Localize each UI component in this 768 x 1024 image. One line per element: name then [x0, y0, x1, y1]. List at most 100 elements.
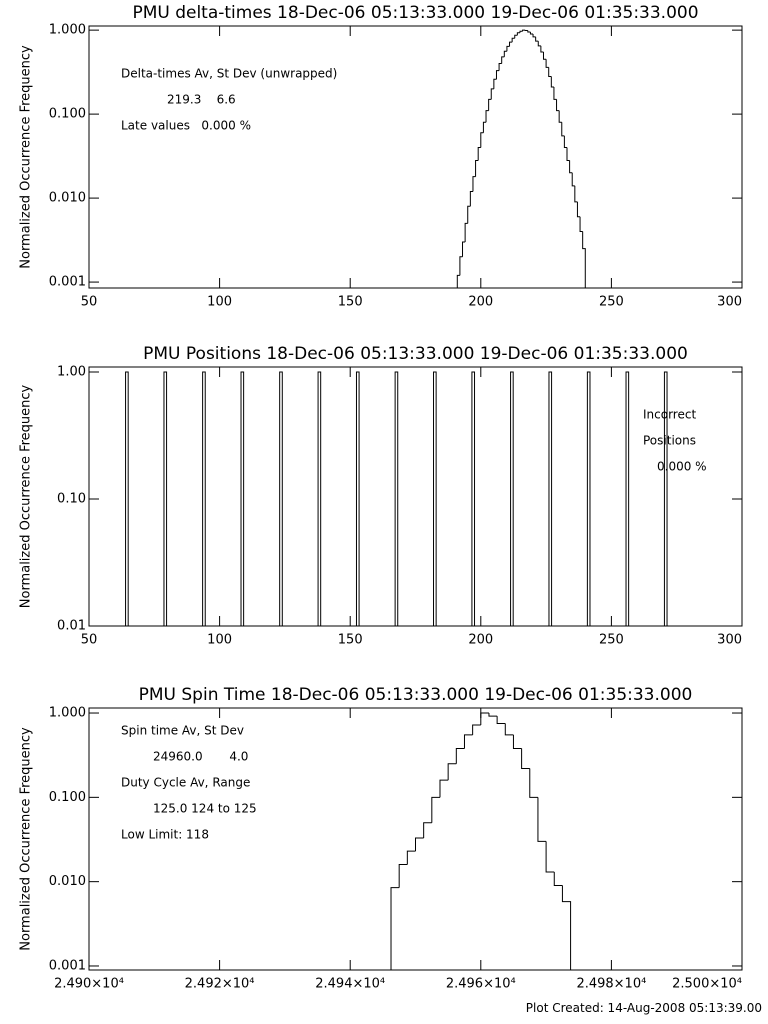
y-tick-label: 0.010 [49, 191, 86, 206]
histogram-step [574, 185, 578, 203]
x-tick-label: 150 [338, 633, 363, 648]
histogram-step [480, 132, 484, 148]
spike [125, 371, 129, 627]
y-tick-label: 1.000 [49, 23, 86, 38]
histogram-step [490, 88, 494, 100]
plot-frame [88, 366, 743, 627]
histogram-step [415, 837, 424, 852]
spike [202, 371, 206, 627]
x-tick-label: 50 [81, 633, 98, 648]
histogram-step [462, 241, 466, 257]
histogram-step [485, 110, 489, 123]
histogram-step [522, 29, 526, 32]
x-tick-label: 250 [599, 633, 624, 648]
histogram-step [482, 121, 487, 133]
spike [586, 371, 591, 627]
spike [279, 371, 283, 627]
histogram-step [459, 256, 463, 276]
histogram-step [529, 32, 534, 35]
histogram-step [469, 190, 473, 207]
spike [355, 371, 360, 627]
annotation: Duty Cycle Av, Range [121, 776, 250, 790]
histogram-step [569, 160, 573, 174]
annotation: Spin time Av, St Dev [121, 724, 244, 738]
annotation: 125.0 124 to 125 [153, 802, 257, 816]
y-axis-label: Normalized Occurrence Frequency [19, 727, 34, 951]
annotation: 219.3 6.6 [167, 93, 236, 107]
histogram-step [423, 822, 432, 838]
annotation: 0.000 % [657, 460, 707, 474]
histogram-step [529, 768, 538, 798]
histogram-step [488, 713, 498, 717]
y-tick-label: 0.100 [49, 790, 86, 805]
histogram-step [467, 205, 471, 224]
spike [548, 371, 553, 627]
plot-frame [88, 707, 743, 971]
histogram-step [498, 63, 502, 71]
x-tick-label: 2.494×10⁴ [315, 977, 385, 992]
histogram-step [519, 30, 523, 33]
histogram-step [472, 176, 476, 192]
histogram-step [527, 30, 531, 33]
histogram-step [493, 78, 497, 89]
histogram-step [558, 110, 562, 123]
spike [433, 371, 437, 627]
histogram-step [488, 98, 492, 111]
histogram-step [576, 201, 581, 218]
y-axis-label: Normalized Occurrence Frequency [19, 384, 34, 608]
histogram-step [550, 76, 554, 88]
histogram-step [496, 716, 506, 725]
histogram-step [511, 37, 515, 43]
annotation: Late values 0.000 % [121, 119, 251, 133]
histogram-step [566, 147, 570, 162]
footer: Plot Created: 14-Aug-2008 05:13:39.00 [526, 1001, 762, 1015]
histogram-step [390, 887, 400, 970]
spike [163, 371, 168, 627]
histogram-step [472, 724, 481, 735]
x-tick-label: 2.490×10⁴ [54, 977, 124, 992]
histogram-step [512, 734, 522, 749]
histogram-step [561, 122, 565, 137]
histogram-step [504, 723, 514, 736]
annotation: Delta-times Av, St Dev (unwrapped) [121, 67, 337, 81]
x-tick-label: 200 [468, 295, 493, 310]
chart-title: PMU Spin Time 18-Dec-06 05:13:33.000 19-… [139, 685, 693, 705]
histogram-step [501, 56, 505, 64]
x-tick-label: 300 [717, 295, 742, 310]
histogram-step [503, 50, 507, 57]
y-tick-label: 0.100 [49, 107, 86, 122]
histogram-step [548, 67, 552, 78]
y-tick-label: 0.001 [49, 275, 86, 290]
spike [394, 371, 399, 627]
histogram-step [516, 32, 520, 36]
x-tick-label: 300 [717, 633, 742, 648]
histogram-step [537, 41, 541, 47]
histogram-step [540, 45, 544, 53]
x-tick-label: 150 [338, 295, 363, 310]
histogram-step [477, 147, 481, 161]
spike [663, 371, 668, 627]
plot-frame [88, 25, 743, 289]
histogram-step [456, 274, 460, 288]
histogram-step [532, 33, 536, 38]
spike [510, 371, 514, 627]
chart-title: PMU Positions 18-Dec-06 05:13:33.000 19-… [143, 344, 688, 364]
histogram-step [545, 59, 549, 68]
histogram-step [431, 796, 440, 823]
x-tick-label: 100 [207, 633, 232, 648]
y-tick-label: 0.010 [49, 874, 86, 889]
spike [317, 371, 322, 627]
histogram-step [406, 850, 416, 865]
annotation: Positions [643, 434, 696, 448]
spike [625, 371, 630, 627]
histogram-step [509, 41, 513, 47]
x-tick-label: 2.496×10⁴ [446, 977, 516, 992]
histogram-step [553, 872, 563, 887]
x-tick-label: 200 [468, 633, 493, 648]
histogram-step [495, 70, 500, 80]
x-tick-label: 2.500×10⁴ [672, 977, 742, 992]
y-tick-label: 1.000 [49, 706, 86, 721]
histogram-step [579, 216, 583, 233]
histogram-step [398, 863, 408, 888]
